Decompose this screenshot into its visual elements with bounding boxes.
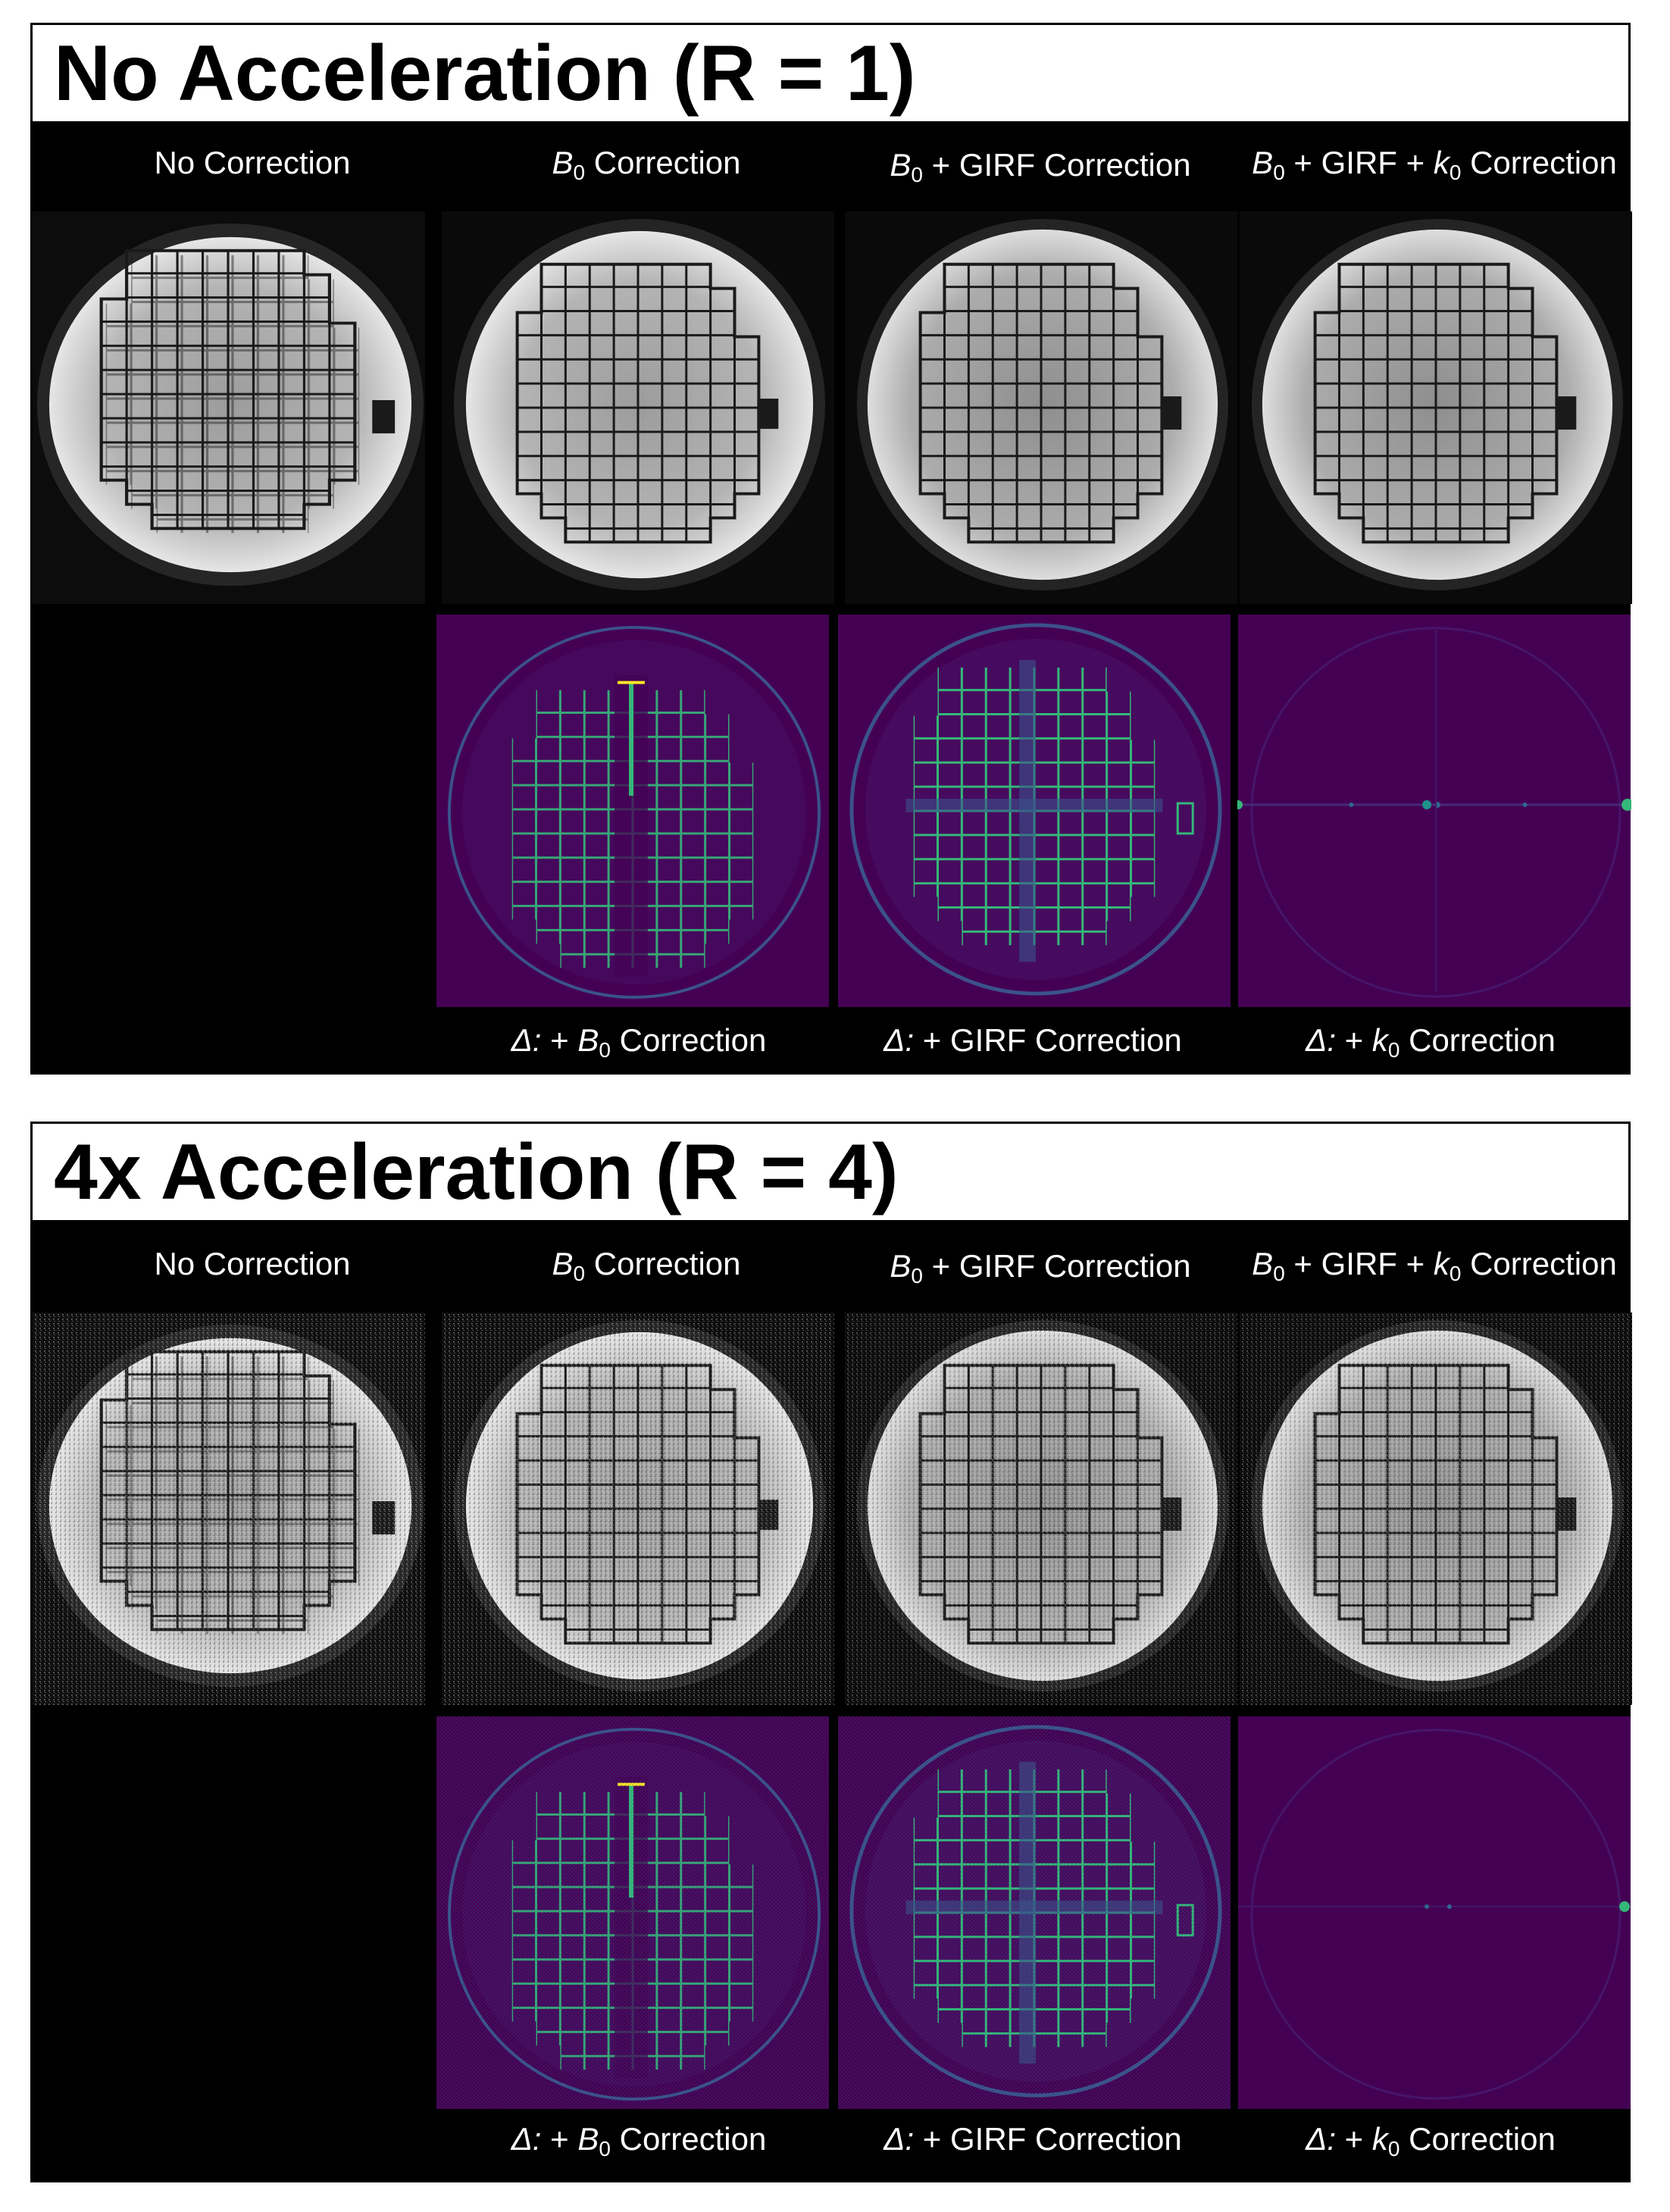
difference-map-girf (837, 1716, 1231, 2109)
section-4x-acceleration: 4x Acceleration (R = 4) No Correction B0… (30, 1122, 1632, 2182)
delta-label-k0: Δ: + k0 Correction (1306, 1022, 1556, 1062)
section-title: 4x Acceleration (R = 4) (54, 1128, 899, 1216)
difference-map-k0 (1237, 1716, 1631, 2109)
section-no-acceleration: No Acceleration (R = 1) No Correction B0… (30, 23, 1631, 1075)
mri-image-no-correction (33, 211, 425, 605)
mri-image-b0-correction (442, 211, 834, 605)
delta-label-k0: Δ: + k0 Correction (1306, 2121, 1556, 2160)
mri-image-b0-girf-correction (845, 1312, 1237, 1706)
difference-map-girf (837, 615, 1231, 1007)
mri-image-b0-girf-k0-correction (1240, 211, 1632, 605)
difference-map-b0 (436, 1716, 829, 2109)
mri-image-b0-girf-correction (845, 211, 1237, 605)
delta-label-b0: Δ: + B0 Correction (511, 1022, 767, 1062)
column-label-b0-girf-k0-correction: B0 + GIRF + k0 Correction (1252, 1246, 1617, 1285)
column-label-no-correction: No Correction (154, 145, 351, 180)
mri-image-no-correction (33, 1312, 425, 1706)
mri-image-b0-girf-k0-correction (1240, 1312, 1632, 1706)
column-label-b0-girf-correction: B0 + GIRF Correction (890, 147, 1191, 186)
column-label-b0-girf-k0-correction: B0 + GIRF + k0 Correction (1252, 145, 1617, 184)
section-title-bar: 4x Acceleration (R = 4) (33, 1124, 1628, 1222)
difference-map-k0 (1237, 615, 1631, 1007)
mri-image-b0-correction (442, 1312, 834, 1706)
column-label-no-correction: No Correction (154, 1246, 351, 1281)
section-title-bar: No Acceleration (R = 1) (33, 25, 1628, 124)
delta-label-girf: Δ: + GIRF Correction (883, 1022, 1182, 1058)
column-label-b0-correction: B0 Correction (552, 1246, 741, 1285)
column-label-b0-correction: B0 Correction (552, 145, 741, 184)
column-label-b0-girf-correction: B0 + GIRF Correction (890, 1248, 1191, 1287)
delta-label-b0: Δ: + B0 Correction (511, 2121, 767, 2160)
difference-map-b0 (436, 615, 829, 1007)
delta-label-girf: Δ: + GIRF Correction (883, 2121, 1182, 2157)
section-title: No Acceleration (R = 1) (54, 30, 916, 117)
